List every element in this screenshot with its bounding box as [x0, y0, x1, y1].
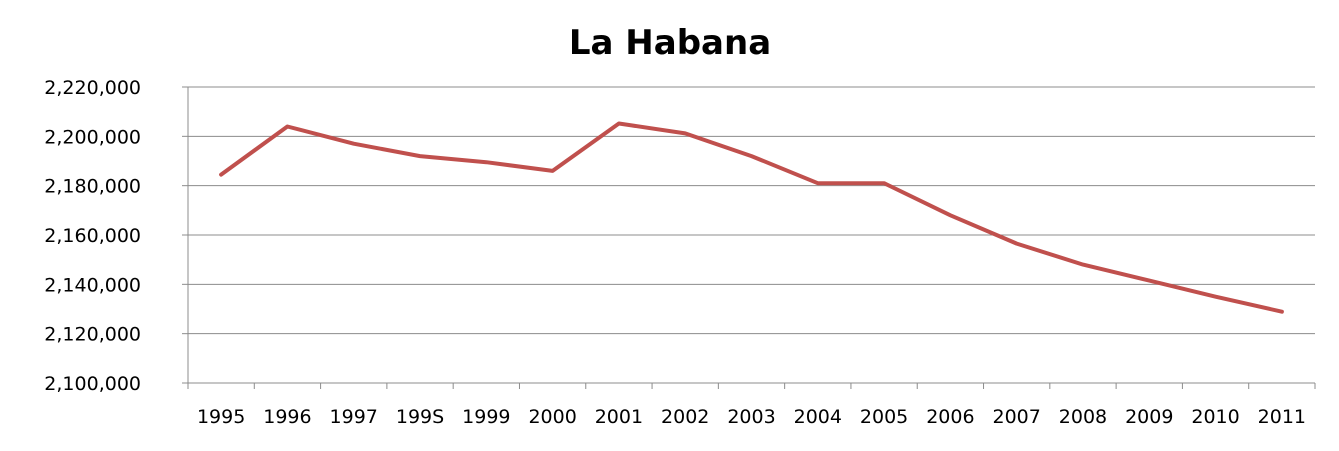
- gridlines: [188, 86, 1315, 335]
- y-axis-tick-labels: 2,100,000 2,120,000 2,140,000 2,160,000 2,18…: [44, 77, 141, 395]
- x-axis-tick-label: 2011: [1258, 406, 1306, 428]
- x-axis-tick-label: 2005: [860, 406, 908, 428]
- x-axis-tick-label: 2001: [595, 406, 643, 428]
- x-axis-tick-label: 2002: [661, 406, 709, 428]
- y-axis-tick-label: 2,160,000: [44, 225, 141, 247]
- chart-title: La Habana: [569, 23, 771, 63]
- x-axis-tick-label: 2000: [528, 406, 576, 428]
- y-axis-tick-label: 2,120,000: [44, 324, 141, 346]
- x-axis-tick-label: 2010: [1191, 406, 1239, 428]
- y-axis-tick-label: 2,220,000: [44, 77, 141, 99]
- x-axis-tick-label: 199S: [396, 406, 444, 428]
- series-layer: [219, 121, 1284, 314]
- x-axis-tick-label: 2003: [727, 406, 775, 428]
- y-axis-tick-label: 2,180,000: [44, 176, 141, 198]
- axes: [182, 86, 1316, 389]
- y-axis-tick-label: 2,140,000: [44, 274, 141, 296]
- x-axis-tick-label: 2004: [794, 406, 842, 428]
- x-axis-tick-label: 1997: [330, 406, 378, 428]
- x-axis-tick-label: 2009: [1125, 406, 1173, 428]
- x-axis-tick-label: 1999: [462, 406, 510, 428]
- y-axis-tick-label: 2,100,000: [44, 373, 141, 395]
- x-axis-tick-label: 2006: [926, 406, 974, 428]
- x-axis-tick-label: 2007: [992, 406, 1040, 428]
- series-line-0: [219, 121, 1284, 314]
- x-axis-tick-labels: 1995 1996 1997 199S 1999 2000 2001 2002 2003 2004…: [197, 406, 1306, 428]
- x-axis-tick-label: 2008: [1059, 406, 1107, 428]
- x-axis-tick-label: 1996: [263, 406, 311, 428]
- y-axis-tick-label: 2,200,000: [44, 126, 141, 148]
- x-axis-tick-label: 1995: [197, 406, 245, 428]
